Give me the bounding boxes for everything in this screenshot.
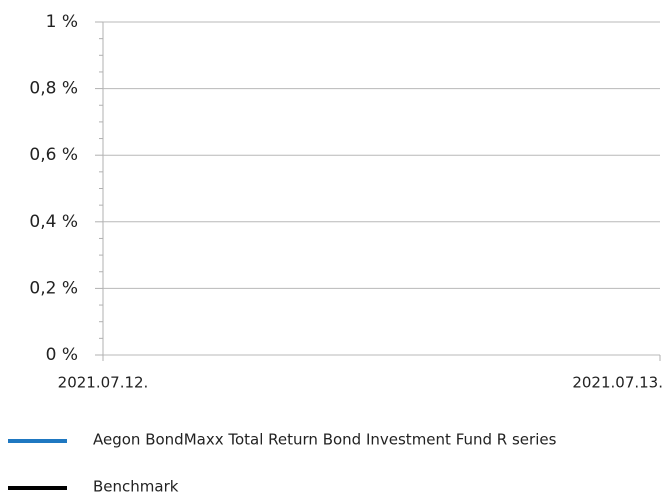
- y-tick-label: 0,6 %: [29, 145, 78, 165]
- x-tick-label: 2021.07.12.: [58, 374, 149, 392]
- y-tick-label: 0,2 %: [29, 278, 78, 298]
- y-tick-label: 0,4 %: [29, 212, 78, 232]
- y-tick-label: 1 %: [46, 12, 78, 32]
- x-tick-label: 2021.07.13.: [572, 374, 663, 392]
- y-tick-label: 0,8 %: [29, 79, 78, 99]
- legend-label: Benchmark: [93, 478, 179, 496]
- y-tick-label: 0 %: [46, 345, 78, 365]
- legend-label: Aegon BondMaxx Total Return Bond Investm…: [93, 431, 557, 449]
